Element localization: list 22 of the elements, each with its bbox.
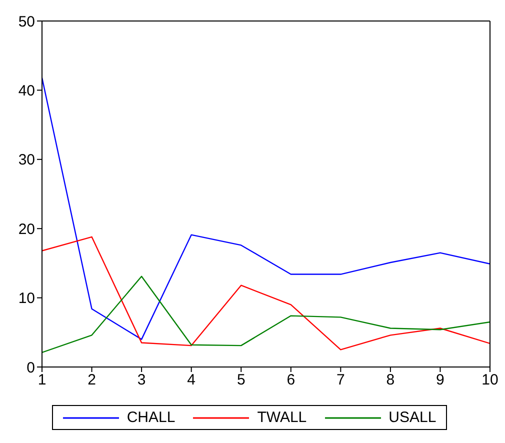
legend-label: TWALL bbox=[257, 409, 307, 426]
y-tick-label: 0 bbox=[26, 359, 35, 376]
y-tick-label: 40 bbox=[18, 82, 35, 100]
legend-label: CHALL bbox=[126, 409, 176, 426]
x-tick-label: 4 bbox=[187, 372, 196, 389]
x-tick-label: 7 bbox=[336, 372, 345, 389]
x-tick-label: 8 bbox=[386, 372, 395, 389]
y-tick-label: 30 bbox=[18, 152, 35, 169]
y-tick-label: 10 bbox=[18, 290, 35, 308]
x-tick-label: 5 bbox=[236, 372, 246, 389]
x-tick-label: 10 bbox=[482, 372, 498, 389]
line-series bbox=[42, 236, 490, 350]
x-tick-label: 6 bbox=[286, 372, 296, 389]
line-series bbox=[42, 276, 490, 354]
x-tick-label: 3 bbox=[137, 372, 146, 389]
legend-label: USALL bbox=[388, 409, 436, 426]
x-tick-label: 9 bbox=[436, 372, 444, 389]
y-tick-label: 20 bbox=[18, 220, 35, 238]
x-tick-label: 2 bbox=[88, 372, 96, 389]
line-series bbox=[42, 77, 490, 340]
y-tick-label: 50 bbox=[18, 13, 35, 30]
x-tick-label: 1 bbox=[38, 372, 46, 389]
